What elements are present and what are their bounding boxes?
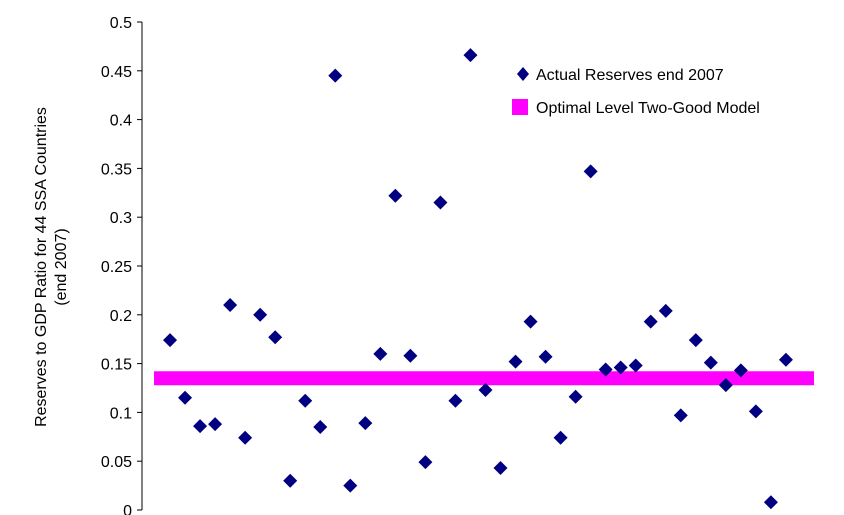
data-point [313,420,328,435]
data-point [208,417,223,432]
data-point [583,164,598,179]
y-tick-label: 0.5 [110,15,132,32]
data-point [478,382,493,397]
data-point [328,68,343,83]
y-axis-title-line-2: (end 2007) [53,228,70,305]
data-point [238,430,253,445]
data-point [418,455,433,470]
y-tick-label: 0.4 [110,113,132,130]
y-tick-label: 0 [123,503,132,515]
legend-marker-actual-reserves [517,67,529,81]
data-point [733,363,748,378]
data-point [763,495,778,510]
y-tick-label: 0.45 [101,64,132,81]
legend-label-actual-reserves: Actual Reserves end 2007 [536,67,724,84]
data-point [628,358,643,373]
data-point [358,416,373,431]
y-axis-title-line-1: Reserves to GDP Ratio for 44 SSA Countri… [33,107,50,427]
data-point [433,195,448,210]
data-point [643,314,658,329]
data-point [373,346,388,361]
data-point [448,393,463,408]
data-point [493,461,508,476]
data-point [673,408,688,423]
data-point [658,303,673,318]
data-point [298,393,313,408]
data-point [538,349,553,364]
data-point [223,298,238,313]
data-point [523,314,538,329]
data-point [703,355,718,370]
data-point [568,389,583,404]
data-point [178,390,193,405]
data-point [463,48,478,63]
y-tick-label: 0.2 [110,308,132,325]
data-point [508,354,523,369]
data-point [598,362,613,377]
y-tick-label: 0.25 [101,259,132,276]
data-point [283,473,298,488]
y-tick-label: 0.35 [101,161,132,178]
y-axis-title: Reserves to GDP Ratio for 44 SSA Countri… [33,107,70,427]
data-point [403,348,418,363]
legend-label-optimal-level: Optimal Level Two-Good Model [536,100,760,117]
y-axis-ticks: 0 0.05 0.1 0.15 0.2 0.25 0.3 0.35 0.4 0.45 0.5 [101,15,142,515]
legend-marker-optimal-level [512,99,528,115]
data-point [688,333,703,348]
data-point [388,188,403,203]
data-point [553,430,568,445]
data-point [193,419,208,434]
data-point [163,333,178,348]
data-point [748,404,763,419]
actual-reserves-points [163,48,793,510]
data-point [343,478,358,493]
data-point [613,360,628,375]
legend: Actual Reserves end 2007 Optimal Level T… [512,67,760,117]
data-point [268,330,283,345]
data-point [718,378,733,393]
y-tick-label: 0.3 [110,210,132,227]
y-tick-label: 0.1 [110,405,132,422]
data-point [778,352,793,367]
y-tick-label: 0.05 [101,454,132,471]
y-tick-label: 0.15 [101,357,132,374]
data-point [253,307,268,322]
